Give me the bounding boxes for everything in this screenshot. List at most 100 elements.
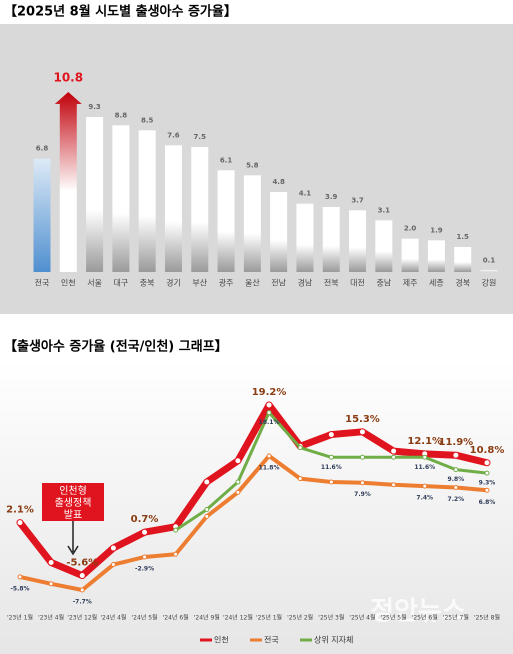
value-label: -5.6% [66,558,98,569]
point [204,513,210,519]
x-tick-label: '25년 3월 [318,614,344,622]
x-tick-label: 전국 [35,278,50,288]
annotation-text: 발표 [64,509,82,521]
value-label: 6.8 [36,145,49,153]
point [78,572,86,580]
bar-chart: 6.8 전국 10.8 인천 9.3 서울 8.8 대구 8.5 충북 7.6 경기 7.5 부산 6.1 광… [33,71,498,288]
point [422,454,428,460]
x-tick-label: '25년 2월 [287,614,313,622]
annotation-box [42,483,104,521]
x-tick-label: '25년 8월 [474,614,500,622]
x-tick-label: '25년 4월 [349,614,375,622]
value-label: 8.5 [141,116,154,124]
value-label: 6.8% [479,499,496,506]
x-tick-label: '23년 12월 [67,614,97,622]
annotation-text: 인천형 [59,485,87,497]
value-label: 18.1% [259,419,280,426]
annotation-text: 출생정책 [55,497,92,509]
point [358,428,366,436]
x-tick-label: 부산 [192,278,207,288]
x-tick-label: 울산 [245,278,260,288]
x-tick-label: 대전 [350,278,365,288]
value-label: 9.8% [448,476,465,483]
point [173,551,179,557]
bar [296,203,314,272]
value-label: 7.5 [194,133,207,141]
value-label: -5.8% [10,585,29,592]
bar [401,238,419,272]
x-tick-label: 서울 [87,279,102,288]
bar [322,207,340,272]
point [110,562,116,568]
value-label: 3.7 [351,196,364,204]
point [109,544,117,552]
value-label: 11.6% [321,464,342,471]
bar [243,175,261,272]
x-tick-label: 전북 [324,278,339,288]
value-label: 7.9% [354,491,371,498]
bar [138,130,156,272]
point [141,528,149,536]
bar [54,92,82,272]
value-label: 6.1 [220,156,233,164]
value-label: 11.6% [414,464,435,471]
x-tick-label: '25년 7월 [443,614,469,622]
point [359,480,365,486]
point [453,485,459,491]
x-tick-label: 경남 [298,278,313,288]
x-tick-label: '24년 6월 [163,614,189,622]
bar [349,210,367,272]
x-tick-label: '24년 9월 [194,614,220,622]
x-tick-label: '23년 4월 [38,614,64,622]
value-label: 1.5 [457,233,470,241]
value-label: 4.1 [299,190,312,198]
point [484,470,490,476]
value-label: 2.0 [404,225,417,233]
point [17,574,23,580]
legend-label: 전국 [264,635,279,645]
value-label: 9.3 [88,103,101,111]
bar [375,220,393,272]
point [452,451,460,459]
value-label: 0.1 [483,256,496,264]
value-label: 4.8 [272,178,285,186]
point [234,457,242,465]
x-tick-label: 세종 [429,279,444,288]
bar [86,117,104,272]
value-label: 15.3% [345,414,380,425]
legend-label: 인천 [214,635,229,645]
point [203,478,211,486]
value-label: 12.1% [407,436,442,447]
x-tick-label: 제주 [403,279,418,288]
value-label: 19.2% [252,387,287,398]
value-label: -7.7% [73,599,92,606]
point [297,476,303,482]
value-label: -2.9% [135,565,154,572]
point [266,410,272,416]
annotation-arrow [67,521,79,556]
x-tick-label: 대구 [114,279,129,288]
point [327,431,335,439]
x-tick-label: '23년 1월 [7,614,33,622]
point [328,479,334,485]
x-tick-label: '24년 5월 [132,614,158,622]
x-tick-label: 인천 [61,278,76,288]
point [266,453,272,459]
value-label: 7.6 [167,131,180,139]
point [422,483,428,489]
bar [33,158,51,272]
bar [164,145,182,272]
x-tick-label: 경기 [166,278,181,288]
bar [191,147,209,272]
point [48,581,54,587]
point [47,558,55,566]
x-tick-label: 광주 [219,278,234,288]
value-label: 8.8 [115,111,128,119]
value-label: 2.1% [6,505,34,516]
value-label: 11.8% [259,464,280,471]
x-tick-label: 경북 [455,278,470,288]
watermark: 정안뉴스 [370,597,466,627]
series-line [19,453,488,592]
point [359,454,365,460]
